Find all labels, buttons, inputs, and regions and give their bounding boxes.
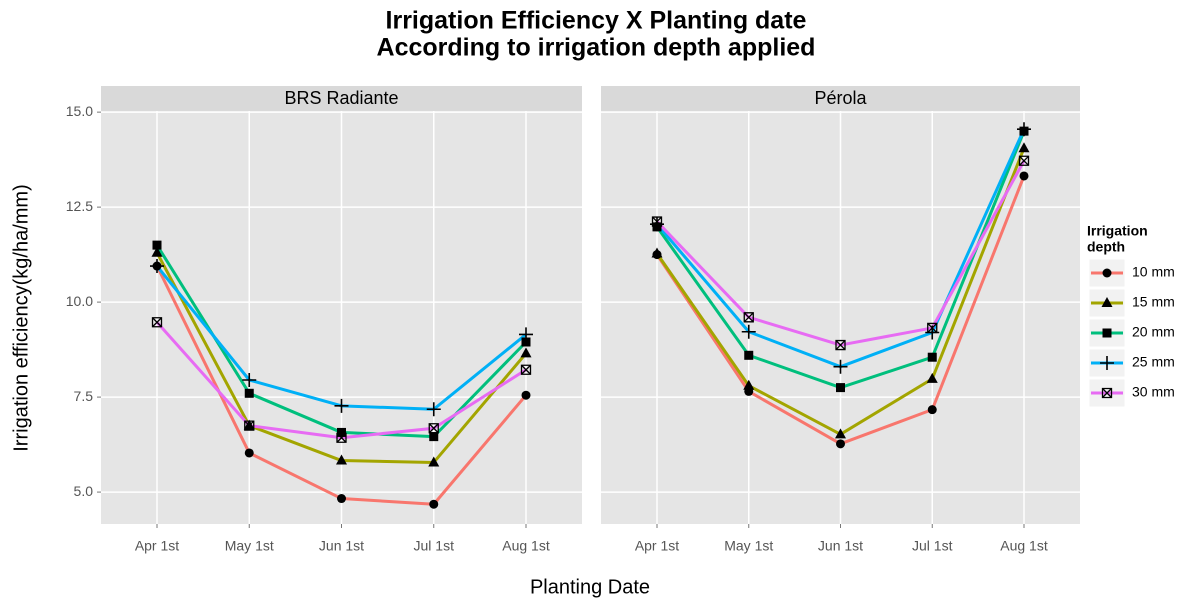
data-point	[244, 388, 254, 398]
data-point	[836, 383, 845, 393]
x-tick-label: Apr 1st	[635, 538, 679, 554]
x-tick-label: May 1st	[724, 538, 773, 554]
data-point	[337, 494, 346, 504]
x-axis-label: Planting Date	[530, 576, 650, 598]
data-point	[244, 448, 254, 458]
data-point	[519, 327, 533, 342]
data-point	[927, 352, 937, 362]
legend-label: 30 mm	[1132, 384, 1175, 400]
data-point	[651, 216, 663, 227]
x-tick-label: Apr 1st	[135, 538, 179, 554]
x-tick-label: May 1st	[225, 538, 274, 554]
data-point	[835, 428, 846, 439]
legend-title: depth	[1087, 239, 1125, 255]
x-tick-label: Jun 1st	[319, 538, 364, 554]
x-tick-label: Aug 1st	[1000, 538, 1048, 554]
x-tick-label: Jun 1st	[818, 538, 863, 554]
data-point	[927, 405, 937, 415]
data-point	[521, 337, 531, 347]
data-point	[151, 246, 163, 257]
legend-label: 10 mm	[1132, 264, 1175, 280]
legend-title: Irrigation	[1087, 223, 1148, 239]
data-point	[243, 419, 255, 430]
strip	[101, 86, 582, 111]
strip-label: Pérola	[814, 88, 867, 108]
data-point	[334, 398, 349, 413]
legend-marker	[1102, 328, 1112, 338]
data-point	[836, 439, 845, 449]
x-tick-label: Jul 1st	[912, 538, 953, 554]
strip	[601, 86, 1080, 111]
data-point	[1019, 171, 1029, 181]
data-point	[244, 420, 255, 431]
data-point	[1017, 122, 1031, 137]
legend-label: 25 mm	[1132, 354, 1175, 370]
data-point	[520, 364, 532, 375]
data-point	[336, 432, 347, 443]
data-point	[426, 402, 441, 417]
legend-label: 15 mm	[1132, 294, 1175, 310]
x-tick-label: Aug 1st	[502, 538, 550, 554]
data-point	[520, 347, 532, 358]
y-tick-label: 12.5	[66, 198, 93, 214]
y-tick-label: 7.5	[74, 388, 94, 404]
y-tick-label: 10.0	[66, 293, 93, 309]
data-point	[336, 454, 347, 465]
x-tick-label: Jul 1st	[414, 538, 455, 554]
data-point	[521, 390, 531, 400]
data-point	[833, 359, 848, 374]
data-point	[242, 373, 257, 388]
data-point	[1018, 155, 1030, 166]
y-axis-label: Irrigation efficiency(kg/ha/mm)	[10, 184, 32, 452]
legend-marker	[1101, 387, 1113, 399]
data-point	[927, 322, 938, 334]
data-point	[150, 259, 164, 274]
legend-marker	[1102, 268, 1112, 278]
data-point	[741, 324, 756, 339]
strip-label: BRS Radiante	[284, 88, 398, 108]
data-point	[337, 427, 346, 437]
data-point	[429, 432, 439, 442]
data-point	[743, 379, 755, 390]
data-point	[835, 339, 846, 351]
y-tick-label: 15.0	[66, 103, 93, 119]
data-point	[152, 240, 162, 250]
data-point	[1018, 142, 1030, 153]
data-point	[651, 247, 663, 258]
data-point	[744, 350, 754, 360]
y-tick-label: 5.0	[74, 483, 94, 499]
data-point	[926, 372, 938, 383]
legend-marker	[1101, 297, 1113, 307]
data-point	[428, 423, 439, 434]
data-point	[151, 317, 163, 328]
chart-subtitle: According to irrigation depth applied	[377, 34, 816, 62]
legend-label: 20 mm	[1132, 324, 1175, 340]
chart-title: Irrigation Efficiency X Planting date	[386, 7, 807, 35]
legend-marker	[1100, 356, 1114, 370]
data-point	[743, 312, 754, 323]
data-point	[429, 499, 439, 509]
data-point	[428, 456, 440, 467]
